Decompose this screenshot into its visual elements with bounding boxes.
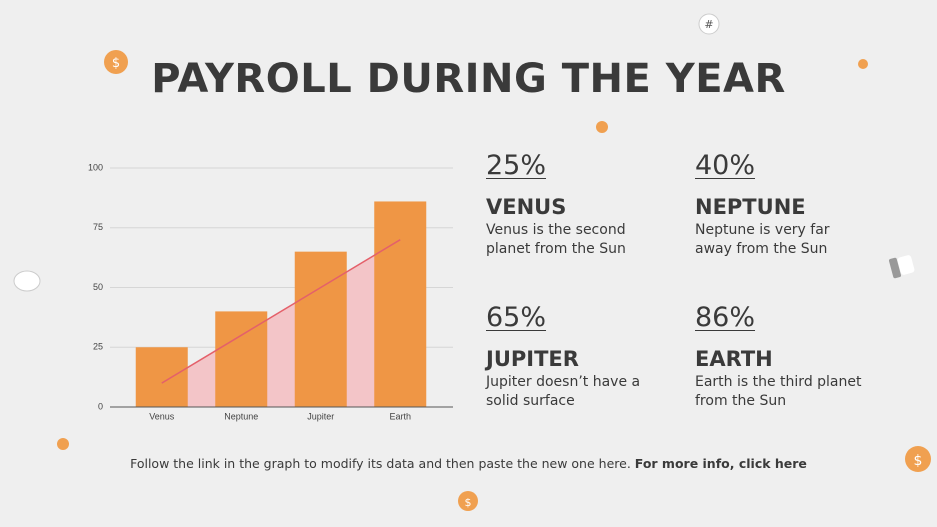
chat-icon (13, 270, 41, 292)
y-tick-label: 0 (98, 401, 103, 411)
bar (215, 311, 268, 407)
y-tick-label: 50 (93, 282, 103, 292)
bar (135, 347, 188, 407)
slide-title: PAYROLL DURING THE YEAR (151, 56, 786, 102)
stat-title: VENUS (486, 195, 567, 219)
coin-icon (104, 50, 128, 74)
stat: 40% NEPTUNE Neptune is very far away from … (695, 150, 875, 259)
x-tick-label: Earth (389, 411, 411, 421)
trend-line (161, 239, 401, 384)
stat-title: NEPTUNE (695, 195, 806, 219)
coin-icon (57, 438, 69, 450)
bar (374, 201, 427, 407)
like-icon (888, 257, 902, 279)
svg-text:$: $ (465, 496, 472, 509)
stat-title: EARTH (695, 347, 773, 371)
stat-title: JUPITER (486, 347, 579, 371)
stat-text: Venus is the second planet from the Sun (486, 222, 626, 257)
coin-icon (858, 59, 868, 69)
stat-text: Jupiter doesn’t have a solid surface (486, 374, 641, 409)
stat-value: 40% (695, 150, 756, 181)
stat-value: 65% (486, 302, 547, 333)
stat-text: Neptune is very far away from the Sun (695, 222, 830, 257)
x-tick-label: Jupiter (307, 411, 334, 421)
like-icon (897, 255, 915, 275)
svg-text:$: $ (112, 56, 120, 71)
coin-icon (596, 121, 608, 133)
stat-value: 86% (695, 302, 756, 333)
stat: 86% EARTH Earth is the third planet from t… (695, 302, 875, 411)
x-tick-label: Venus (149, 411, 175, 421)
y-tick-label: 100 (88, 162, 103, 172)
stat-value: 25% (486, 150, 547, 181)
trend-area (161, 239, 401, 407)
y-tick-label: 25 (93, 342, 103, 352)
info-link[interactable]: For more info, click here (634, 456, 807, 471)
footer: Follow the link in the graph to modify i… (0, 456, 937, 471)
x-tick-label: Neptune (224, 411, 258, 421)
footer-text: Follow the link in the graph to modify i… (130, 456, 631, 471)
y-tick-label: 75 (93, 222, 103, 232)
stat: 25% VENUS Venus is the second planet from … (486, 150, 666, 259)
stat: 65% JUPITER Jupiter doesn’t have a solid s… (486, 302, 666, 411)
coin-icon (905, 446, 931, 472)
coin-icon (458, 491, 478, 511)
svg-text:#: # (704, 18, 713, 31)
bar (294, 251, 347, 407)
stat-text: Earth is the third planet from the Sun (695, 374, 862, 409)
hashtag-icon (698, 13, 720, 35)
svg-text:$: $ (914, 453, 923, 469)
